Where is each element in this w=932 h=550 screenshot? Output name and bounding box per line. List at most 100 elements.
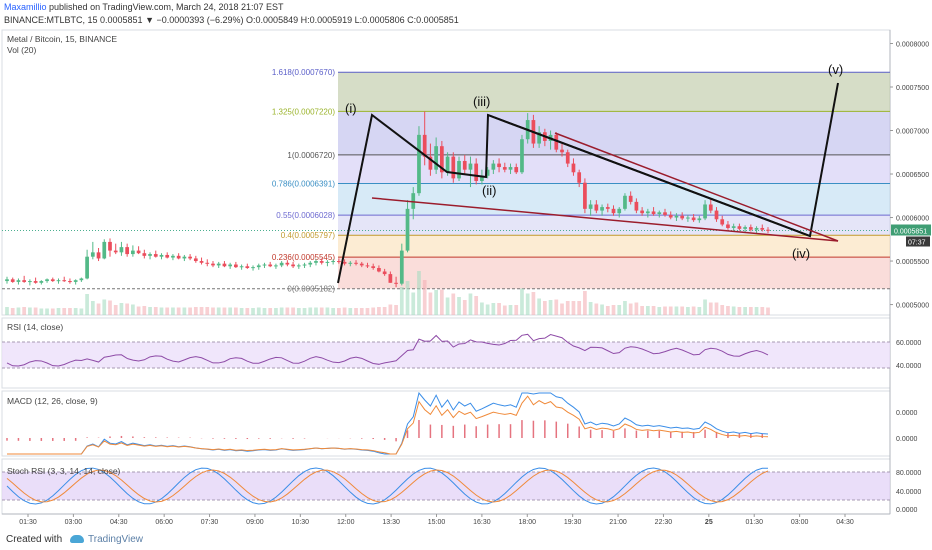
candle-body bbox=[537, 132, 541, 144]
candle-body bbox=[605, 207, 610, 209]
candle-body bbox=[714, 210, 719, 220]
volume-bar bbox=[485, 304, 490, 315]
volume-bar bbox=[628, 303, 633, 315]
volume-bar bbox=[182, 307, 187, 315]
candle-body bbox=[411, 193, 416, 209]
volume-bar bbox=[188, 307, 192, 315]
macd-tick-label: 0.0000 bbox=[896, 436, 918, 443]
volume-bar bbox=[96, 303, 101, 315]
volume-label: Vol (20) bbox=[7, 45, 37, 55]
candle-body bbox=[228, 264, 233, 267]
candle-body bbox=[371, 266, 376, 269]
volume-bar bbox=[325, 307, 330, 315]
volume-bar bbox=[211, 307, 215, 315]
volume-bar bbox=[291, 307, 295, 315]
time-tick-label: 01:30 bbox=[745, 519, 763, 526]
volume-bar bbox=[245, 308, 250, 315]
volume-bar bbox=[542, 301, 547, 315]
candle-body bbox=[565, 152, 570, 164]
published-text: published on TradingView.com, March 24, … bbox=[49, 2, 284, 12]
countdown-badge bbox=[906, 236, 930, 247]
volume-bar bbox=[439, 289, 444, 315]
candle-body bbox=[262, 264, 267, 266]
volume-bar bbox=[371, 307, 376, 315]
volume-bar bbox=[445, 297, 450, 315]
time-tick-label: 01:30 bbox=[19, 519, 37, 526]
volume-bar bbox=[136, 306, 141, 315]
fib-level-label: 0.786(0.0006391) bbox=[272, 180, 336, 189]
volume-bar bbox=[5, 307, 9, 315]
volume-bar bbox=[731, 306, 736, 315]
volume-bar bbox=[594, 303, 599, 315]
candle-body bbox=[457, 160, 461, 179]
volume-bar bbox=[102, 299, 107, 315]
candle-body bbox=[645, 211, 650, 214]
candle-body bbox=[657, 212, 662, 215]
candle-body bbox=[142, 253, 147, 256]
stoch-d-line bbox=[6, 469, 769, 503]
volume-bar bbox=[308, 307, 313, 315]
candle-body bbox=[640, 210, 644, 214]
wave-label: (iv) bbox=[792, 246, 810, 261]
volume-bar bbox=[651, 306, 656, 315]
rsi-label: RSI (14, close) bbox=[7, 322, 64, 332]
candle-body bbox=[148, 254, 152, 256]
author-link[interactable]: Maxamillio bbox=[4, 2, 47, 12]
candle-body bbox=[108, 241, 112, 251]
candle-body bbox=[491, 163, 496, 170]
candle-body bbox=[79, 278, 84, 281]
time-tick-label: 13:30 bbox=[382, 519, 400, 526]
fib-zone bbox=[338, 235, 890, 258]
stoch-rsi-label: Stoch RSI (3, 3, 14, 14, close) bbox=[7, 466, 121, 476]
volume-bar bbox=[680, 306, 685, 315]
candle-body bbox=[394, 282, 398, 284]
candle-body bbox=[45, 279, 49, 282]
candle-body bbox=[182, 256, 187, 259]
candle-body bbox=[348, 262, 353, 264]
volume-bar bbox=[600, 304, 604, 315]
volume-bar bbox=[153, 307, 158, 315]
volume-bar bbox=[302, 308, 307, 315]
volume-bar bbox=[708, 302, 713, 315]
volume-bar bbox=[331, 308, 336, 315]
volume-bar bbox=[588, 302, 593, 315]
candle-body bbox=[256, 265, 261, 268]
time-tick-label: 06:00 bbox=[155, 519, 173, 526]
candle-body bbox=[691, 217, 696, 221]
rsi-tick-label: 60.0000 bbox=[896, 340, 921, 347]
candle-body bbox=[754, 227, 759, 230]
candle-body bbox=[234, 264, 238, 268]
volume-bar bbox=[691, 306, 696, 315]
volume-bar bbox=[583, 291, 587, 315]
volume-bar bbox=[50, 308, 55, 315]
volume-bar bbox=[697, 307, 702, 315]
volume-bar bbox=[228, 307, 233, 315]
volume-bar bbox=[726, 306, 730, 315]
volume-bar bbox=[205, 307, 210, 315]
pane-border bbox=[1, 390, 891, 457]
candle-body bbox=[251, 267, 255, 269]
volume-bar bbox=[28, 307, 32, 315]
volume-bar bbox=[531, 292, 536, 315]
candle-body bbox=[445, 156, 450, 173]
fib-level-label: 1.325(0.0007220) bbox=[272, 107, 336, 116]
candle-body bbox=[417, 134, 421, 194]
candle-body bbox=[628, 195, 633, 202]
candle-body bbox=[165, 254, 170, 258]
volume-bar bbox=[90, 301, 95, 315]
volume-bar bbox=[319, 307, 324, 315]
candle-body bbox=[703, 204, 707, 219]
candle-body bbox=[193, 258, 198, 262]
wave-label: (ii) bbox=[482, 183, 496, 198]
candle-body bbox=[497, 163, 501, 168]
last-price-label: 0.0005851 bbox=[894, 229, 927, 236]
volume-bar bbox=[56, 308, 61, 315]
candle-body bbox=[308, 262, 313, 265]
candle-body bbox=[737, 226, 742, 229]
volume-bar bbox=[502, 305, 507, 315]
tradingview-brand[interactable]: TradingView bbox=[70, 534, 143, 545]
wave-label: (v) bbox=[828, 62, 843, 77]
time-tick-label: 04:30 bbox=[836, 519, 854, 526]
candle-body bbox=[331, 261, 336, 263]
